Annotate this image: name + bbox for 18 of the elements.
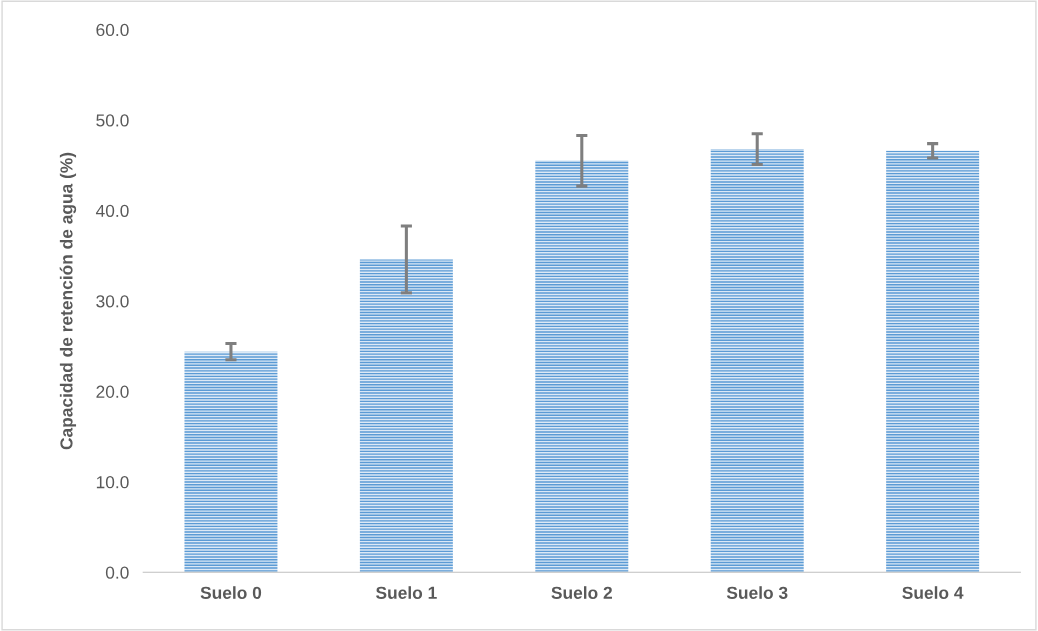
bar [710,149,804,573]
x-tick-label: Suelo 1 [376,586,437,599]
y-tick-label: 50.0 [96,114,129,127]
bar [535,160,629,573]
y-tick-label: 0.0 [105,566,129,579]
x-tick-label: Suelo 3 [726,586,788,599]
y-axis-title: Capacidad de retención de agua (%) [59,152,77,450]
x-tick-label: Suelo 4 [902,586,964,599]
y-tick-label: 20.0 [96,385,129,398]
y-tick-label: 40.0 [95,204,129,218]
y-tick-label: 30.0 [96,295,129,308]
bar [359,259,453,573]
y-tick-label: 10.0 [96,476,129,489]
x-tick-label: Suelo 0 [200,586,262,599]
x-tick-label: Suelo 2 [551,586,612,599]
y-tick-label: 60.0 [96,23,129,37]
bar [886,150,980,573]
bar [184,351,278,573]
